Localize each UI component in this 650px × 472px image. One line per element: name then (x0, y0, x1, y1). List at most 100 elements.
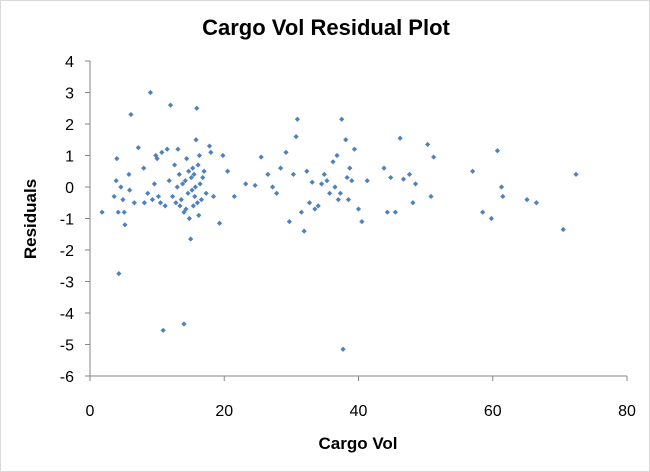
data-point (306, 200, 313, 206)
data-point (198, 197, 205, 203)
data-point (294, 116, 301, 122)
data-point (149, 197, 156, 203)
data-point (178, 197, 184, 203)
data-point (269, 184, 276, 190)
data-point (188, 236, 194, 242)
x-tick-label: 60 (484, 403, 502, 420)
data-point (340, 346, 346, 352)
data-point (431, 154, 437, 160)
data-point (157, 200, 164, 206)
data-point (334, 152, 340, 159)
data-point (337, 190, 343, 196)
data-point (183, 206, 189, 212)
data-point (210, 193, 217, 200)
data-point (162, 203, 168, 209)
data-point (173, 200, 179, 206)
data-point (159, 149, 165, 155)
data-point (345, 197, 352, 203)
y-tick-label: -1 (60, 212, 74, 229)
data-point (208, 149, 214, 155)
data-point (349, 178, 355, 184)
data-point (188, 174, 194, 181)
data-point (164, 146, 170, 152)
data-point (120, 197, 126, 203)
x-tick-label: 0 (86, 403, 95, 420)
y-tick-label: 4 (65, 54, 74, 71)
data-point (274, 190, 280, 196)
data-point (196, 212, 202, 218)
data-point (160, 327, 166, 333)
data-point (524, 197, 530, 203)
data-point (115, 209, 121, 215)
data-point (498, 184, 505, 190)
data-point (166, 178, 172, 184)
data-point (189, 187, 195, 193)
data-point (290, 171, 296, 177)
data-point (278, 165, 284, 171)
data-point (175, 146, 181, 152)
data-point (154, 156, 160, 162)
data-point (121, 209, 127, 215)
data-point (197, 181, 203, 187)
data-point (155, 193, 162, 200)
y-tick-label: -2 (60, 243, 74, 260)
data-point (186, 168, 192, 174)
chart-title: Cargo Vol Residual Plot (202, 15, 450, 40)
x-tick-label: 80 (618, 403, 636, 420)
data-point (231, 193, 237, 200)
data-point (318, 181, 325, 187)
data-point (327, 190, 333, 196)
y-tick-label: -3 (60, 275, 74, 292)
data-point (425, 141, 431, 148)
x-tick-label: 40 (350, 403, 368, 420)
data-point (343, 137, 349, 143)
data-point (312, 206, 318, 212)
data-point (258, 154, 264, 160)
data-point (186, 215, 192, 222)
y-tick-label: 0 (65, 180, 74, 197)
data-point (192, 193, 198, 200)
data-point (309, 179, 315, 185)
data-point (304, 168, 310, 174)
data-point (344, 174, 350, 181)
data-point (201, 168, 207, 174)
data-point (191, 171, 197, 177)
data-point (330, 159, 336, 165)
data-point (384, 209, 390, 215)
data-point (265, 171, 271, 177)
data-point (321, 171, 327, 177)
data-point (185, 190, 191, 196)
data-point (315, 203, 321, 209)
x-tick-label: 20 (215, 403, 233, 420)
data-point (351, 146, 358, 152)
data-point (126, 171, 132, 177)
data-point (573, 171, 579, 177)
y-tick-label: 3 (65, 86, 74, 103)
data-point (151, 181, 158, 187)
data-point (167, 102, 174, 108)
data-point (428, 193, 434, 200)
data-point (169, 193, 176, 200)
data-point (141, 200, 147, 206)
data-point (355, 206, 362, 212)
data-point (176, 171, 182, 177)
data-point (500, 193, 506, 200)
data-point (194, 105, 200, 111)
data-point (99, 209, 105, 215)
data-point (174, 184, 180, 190)
data-point (127, 187, 133, 193)
data-point (286, 219, 292, 225)
data-point (194, 200, 200, 206)
data-point (480, 209, 486, 215)
data-point (195, 162, 201, 168)
data-point (182, 178, 188, 184)
data-point (118, 184, 124, 190)
data-point (533, 200, 539, 206)
data-point (216, 220, 223, 226)
data-point (177, 203, 183, 209)
data-point (335, 197, 341, 203)
data-point (339, 116, 345, 122)
data-point (283, 149, 289, 155)
